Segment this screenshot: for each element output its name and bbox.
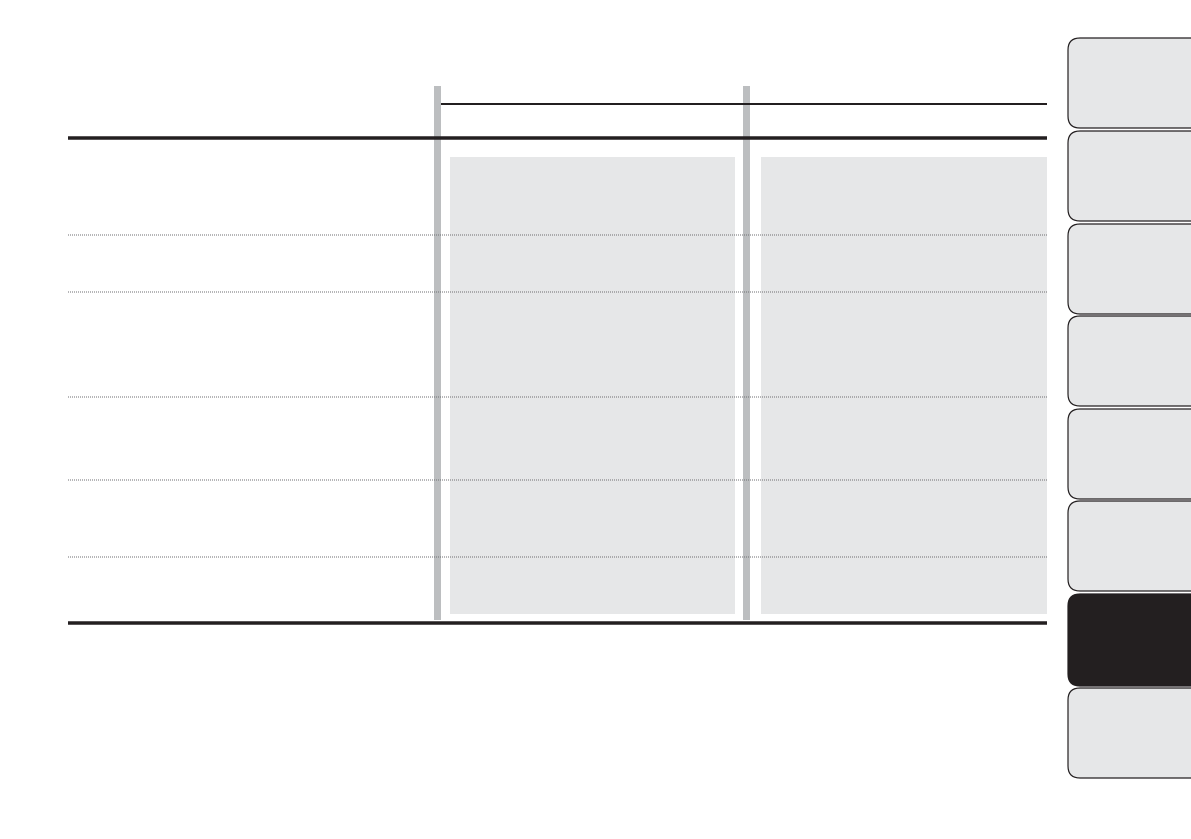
side-tab[interactable]	[1067, 500, 1191, 592]
side-tab[interactable]	[1067, 408, 1191, 500]
column-separator	[743, 86, 750, 620]
side-tabs	[1067, 37, 1191, 779]
side-tab[interactable]	[1067, 687, 1191, 779]
column-shade	[761, 157, 1047, 614]
column-separator	[434, 86, 441, 620]
side-tab[interactable]	[1067, 130, 1191, 222]
side-tab-active[interactable]	[1067, 593, 1191, 687]
side-tab[interactable]	[1067, 37, 1191, 129]
side-tab[interactable]	[1067, 315, 1191, 407]
column-shade	[450, 157, 735, 614]
side-tab[interactable]	[1067, 223, 1191, 315]
